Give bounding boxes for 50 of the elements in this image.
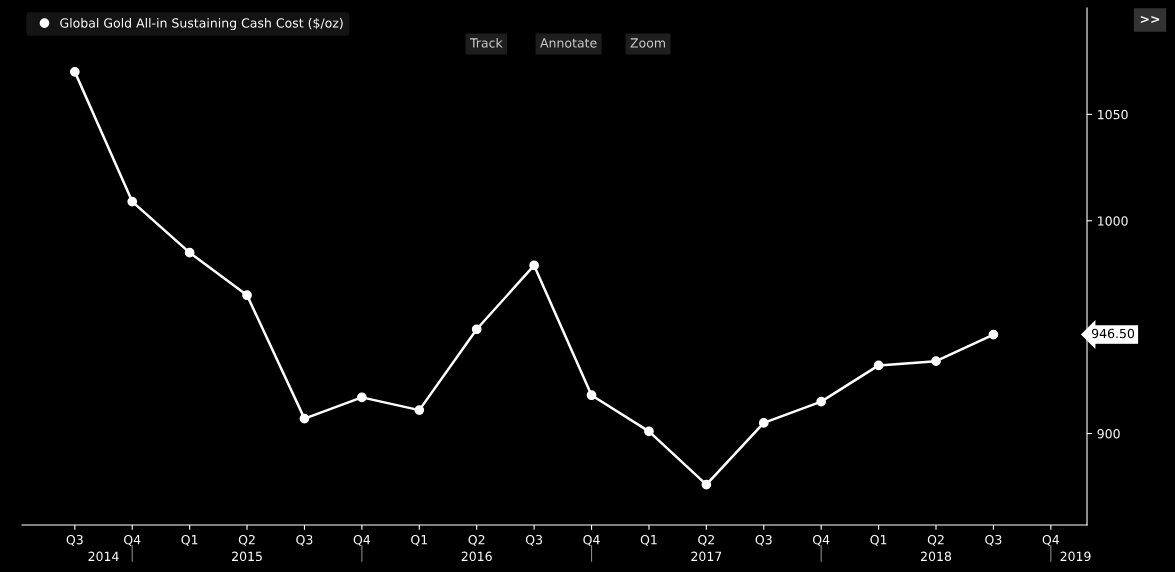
x-tick-label: Q2	[698, 534, 714, 546]
point	[816, 396, 827, 407]
point	[414, 405, 425, 415]
annotation: Annotate	[540, 38, 597, 48]
x-tick-label: Q4	[583, 534, 600, 546]
x-tick-label: Q4	[124, 534, 141, 546]
x-tick-label: Q1	[181, 534, 198, 546]
text: 2019	[1060, 551, 1091, 562]
point	[471, 324, 482, 335]
point	[242, 290, 252, 301]
text: >>	[1140, 15, 1160, 24]
point	[184, 247, 195, 258]
point	[69, 66, 80, 77]
text: 2017	[691, 551, 722, 562]
x-tick-label: Q3	[985, 534, 1002, 546]
text: 2016	[461, 551, 492, 562]
x-tick-label: Q1	[411, 534, 428, 546]
x-tick-label: Q4	[353, 534, 371, 546]
annotation: Track	[469, 37, 503, 48]
point	[758, 418, 769, 428]
x-tick-label: Q1	[640, 534, 657, 546]
point	[299, 413, 310, 424]
point	[127, 196, 138, 207]
x-tick-label: Q4	[812, 534, 830, 546]
y-tick-label: 1000	[1098, 216, 1128, 226]
text: 2018	[921, 551, 952, 562]
x-tick-label: Q3	[525, 534, 543, 546]
x-tick-label: Q2	[238, 534, 255, 546]
point	[529, 260, 539, 271]
point	[701, 479, 712, 490]
point	[357, 392, 367, 403]
x-tick-label: Q2	[927, 534, 944, 546]
text: 2014	[88, 551, 119, 562]
legend-label: Global Gold All-in Sustaining Cash Cost ($/oz)	[60, 18, 343, 31]
text: 946.50	[1091, 328, 1135, 339]
x-tick-label: Q3	[296, 534, 313, 546]
x-tick-label: Q1	[870, 534, 887, 546]
x-tick-label: Q4	[1042, 534, 1060, 546]
y-tick-label: 900	[1097, 428, 1120, 439]
x-tick-label: Q2	[468, 534, 485, 546]
point	[931, 356, 941, 367]
y-tick-label: 1050	[1098, 109, 1128, 120]
point	[644, 426, 654, 437]
annotation: Zoom	[630, 38, 665, 48]
point	[586, 390, 597, 401]
x-tick-label: Q3	[66, 534, 83, 546]
text: 2015	[232, 551, 262, 562]
x-tick-label: Q3	[755, 534, 772, 546]
point	[873, 360, 884, 371]
point	[988, 329, 999, 340]
